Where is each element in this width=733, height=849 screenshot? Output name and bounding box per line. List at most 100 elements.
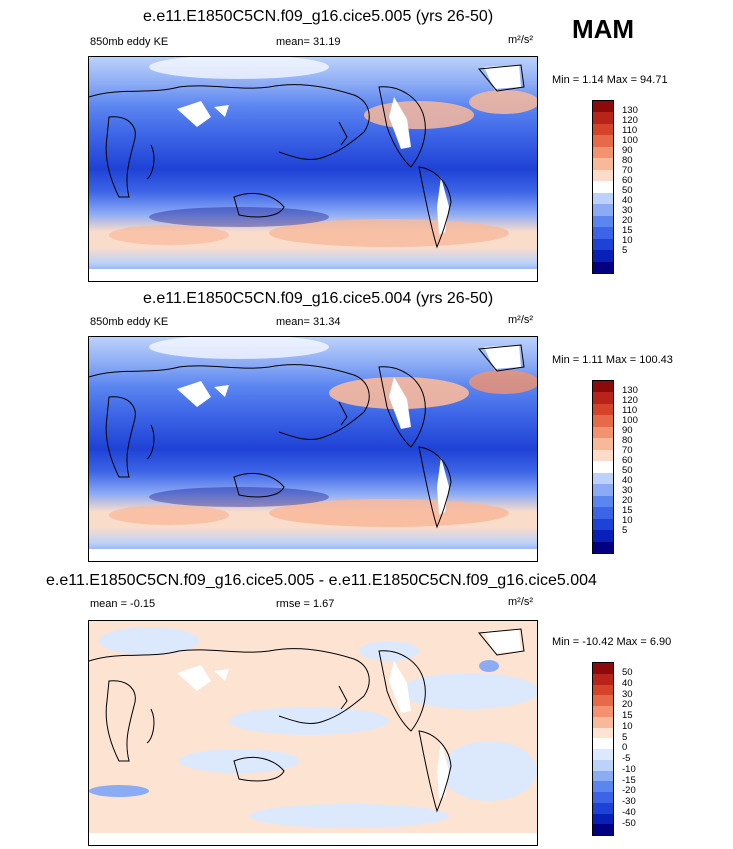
panel3-tick: 30 bbox=[622, 688, 633, 700]
panel1-tick: 10 bbox=[622, 235, 633, 246]
panel2-tick: 15 bbox=[622, 505, 633, 516]
panel3-neg9 bbox=[89, 785, 149, 797]
panel1-mean-label: mean= 31.19 bbox=[276, 36, 341, 48]
panel2-units: m²/s² bbox=[508, 314, 534, 326]
panel1-antarctica bbox=[89, 269, 537, 281]
panel1-units: m²/s² bbox=[508, 34, 534, 46]
panel3-tick: 40 bbox=[622, 677, 633, 689]
panel3-neg8 bbox=[249, 804, 449, 828]
panel2-colorbar bbox=[592, 380, 614, 554]
panel2-tibet-mask bbox=[177, 381, 229, 407]
panel2-tick: 60 bbox=[622, 455, 633, 466]
panel1-map bbox=[88, 56, 538, 282]
panel2-map-svg bbox=[89, 337, 537, 561]
panel2-tick: 70 bbox=[622, 445, 633, 456]
panel2-sh-min bbox=[149, 487, 329, 507]
panel1-tick: 110 bbox=[622, 125, 638, 136]
panel1-tibet-mask bbox=[177, 101, 229, 127]
panel3-neg6 bbox=[179, 749, 299, 773]
panel2-coastlines bbox=[89, 344, 525, 529]
panel1-tick: 40 bbox=[622, 195, 633, 206]
panel1-so-max bbox=[269, 219, 509, 247]
panel3-mean-label: mean = -0.15 bbox=[90, 598, 156, 610]
panel3-map bbox=[88, 620, 538, 846]
panel2-so-max2 bbox=[109, 505, 229, 525]
panel2-tick: 110 bbox=[622, 405, 638, 416]
panel1-tick: 100 bbox=[622, 135, 638, 146]
panel3-antarctica bbox=[89, 833, 537, 845]
panel2-title: e.e11.E1850C5CN.f09_g16.cice5.004 (yrs 2… bbox=[143, 290, 494, 307]
panel3-tibet-mask bbox=[177, 665, 229, 691]
season-label: MAM bbox=[572, 14, 635, 44]
panel2-tick: 50 bbox=[622, 465, 633, 476]
panel1-colorbar bbox=[592, 100, 614, 274]
panel2-tick: 100 bbox=[622, 415, 638, 426]
panel3-tick: 0 bbox=[622, 742, 628, 754]
panel3-coastlines bbox=[89, 628, 525, 813]
panel1-tick: 120 bbox=[622, 115, 638, 126]
panel3-tick: -50 bbox=[622, 817, 636, 829]
panel1-tick: 20 bbox=[622, 215, 633, 226]
panel3-rmse-label: rmse = 1.67 bbox=[276, 598, 335, 610]
panel3-tick: 15 bbox=[622, 710, 633, 721]
panel3-tick: 10 bbox=[622, 720, 633, 732]
panel2-natl-max bbox=[469, 370, 537, 394]
panel2-tick: 10 bbox=[622, 515, 633, 526]
panel1-colorbar-ticks: 130 120 110 100 90 80 70 60 50 40 30 20 … bbox=[622, 106, 638, 256]
panel1-left-label: 850mb eddy KE bbox=[90, 36, 169, 48]
panel3-minmax: Min = -10.42 Max = 6.90 bbox=[552, 636, 672, 648]
panel1-greenland-mask bbox=[484, 65, 521, 89]
panel1-sh-min bbox=[149, 207, 329, 227]
panel3-tick: -20 bbox=[622, 785, 636, 797]
panel1-tick: 90 bbox=[622, 145, 633, 156]
panel3-tick: 20 bbox=[622, 699, 633, 711]
panel2-tick: 5 bbox=[622, 525, 628, 536]
panel1-tick: 50 bbox=[622, 185, 633, 196]
panel3-tick: -40 bbox=[622, 806, 636, 818]
panel2-tick: 130 bbox=[622, 385, 638, 396]
panel2-so-max bbox=[269, 499, 509, 527]
panel1-rockies-mask bbox=[389, 97, 411, 149]
panel2-tick: 80 bbox=[622, 435, 633, 446]
panel3-title: e.e11.E1850C5CN.f09_g16.cice5.005 - e.e1… bbox=[46, 572, 597, 589]
panel3-map-svg bbox=[89, 621, 537, 845]
panel2-tick: 20 bbox=[622, 495, 633, 506]
panel2-map bbox=[88, 336, 538, 562]
panel1-minmax: Min = 1.14 Max = 94.71 bbox=[552, 74, 668, 86]
panel2-minmax: Min = 1.11 Max = 100.43 bbox=[552, 354, 673, 366]
panel3-neg3 bbox=[479, 660, 499, 672]
panel1-arctic bbox=[149, 57, 329, 79]
panel3-neg2 bbox=[399, 673, 537, 709]
panel3-greenland-mask bbox=[484, 629, 521, 653]
panel3-tick: -10 bbox=[622, 763, 636, 775]
panel1-map-svg bbox=[89, 57, 537, 281]
panel3-tick: -15 bbox=[622, 774, 636, 786]
panel2-rockies-mask bbox=[389, 377, 411, 429]
panel2-tick: 40 bbox=[622, 475, 633, 486]
panel3-neg5 bbox=[441, 741, 537, 801]
panel3-neg1 bbox=[99, 627, 199, 655]
panel3-colorbar bbox=[592, 662, 614, 836]
panel3-tick: 5 bbox=[622, 731, 628, 743]
panel1-tick: 130 bbox=[622, 105, 638, 116]
panel2-tick: 30 bbox=[622, 485, 633, 496]
panel2-mean-label: mean= 31.34 bbox=[276, 316, 341, 328]
panel2-greenland-mask bbox=[484, 345, 521, 369]
panel2-antarctica bbox=[89, 549, 537, 561]
panel3-tick: 50 bbox=[622, 667, 633, 678]
panel1-tick: 60 bbox=[622, 175, 633, 186]
panel2-arctic bbox=[149, 337, 329, 359]
panel3-tick: -5 bbox=[622, 753, 631, 764]
panel2-tick: 120 bbox=[622, 395, 638, 406]
panel3-neg4 bbox=[229, 707, 389, 735]
panel1-natl-max bbox=[469, 90, 537, 114]
panel1-tick: 5 bbox=[622, 245, 628, 256]
panel1-tick: 15 bbox=[622, 225, 633, 236]
panel1-coastlines bbox=[89, 64, 525, 249]
panel3-rockies-mask bbox=[389, 661, 411, 713]
panel3-tick: -30 bbox=[622, 796, 636, 807]
panel1-so-max2 bbox=[109, 225, 229, 245]
panel2-tick: 90 bbox=[622, 425, 633, 436]
panel3-units: m²/s² bbox=[508, 596, 534, 608]
panel2-colorbar-ticks: 130 120 110 100 90 80 70 60 50 40 30 20 … bbox=[622, 386, 638, 536]
